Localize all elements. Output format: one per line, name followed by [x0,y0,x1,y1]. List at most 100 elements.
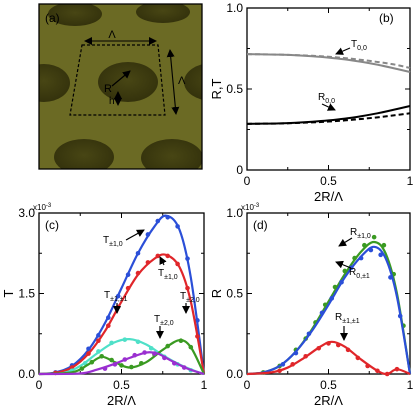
y-axis-label: R [209,289,224,298]
plot-frame [38,212,205,375]
data-point-green [342,268,348,274]
x-tick-label: 0.5 [113,378,130,392]
series-line-T00-dashed [246,53,411,69]
data-point-green [139,360,144,366]
data-point-blue [185,256,190,261]
data-point-cyan [109,340,114,346]
y-multiplier: x10-3 [241,203,260,212]
annotation-R-green: R±1,0 [350,227,371,240]
data-point-red [86,351,91,356]
data-point-red [375,368,380,374]
data-point-blue [135,250,141,256]
annotation-T-cyan: T±1,±1 [104,290,128,303]
data-point-blue [125,272,131,278]
data-point-green [99,353,104,359]
data-point-blue [319,310,325,316]
hole [98,62,158,102]
data-point-cyan [148,345,154,351]
annotation-T-green: T±2,0 [180,291,200,304]
x-tick-label: 0 [244,174,251,188]
data-point-red [290,362,295,367]
annotation-arrow [335,260,352,269]
data-point-green [119,363,124,368]
y-multiplier: x10-3 [33,203,52,212]
data-point-blue [349,265,354,271]
data-point-green [381,242,387,248]
y-tick-label: 3.0 [18,206,35,220]
data-point-purple [162,355,167,361]
x-tick-label: 0.5 [320,378,337,392]
data-point-green [362,242,367,248]
data-point-blue [195,318,200,323]
hole [184,64,202,100]
data-point-blue [306,331,312,337]
sample-photo [39,4,202,169]
plot-frame [246,7,411,171]
series-line-blue [246,245,412,376]
annotation-R-red: R±1,±1 [335,312,360,325]
data-point-red [106,323,111,329]
data-point-blue [368,247,374,253]
plot-frame [246,212,411,375]
data-point-blue [397,313,403,319]
x-tick-label: 0.5 [320,174,337,188]
annotation-T-red: T±1,0 [158,268,178,281]
data-point-red [326,341,331,346]
annotation-arrow [321,103,336,111]
lambda-label-top: Λ [108,29,116,41]
data-point-blue [155,218,161,224]
data-point-blue [165,214,170,220]
series-line-R00-dashed [246,112,411,125]
data-point-purple [122,357,128,362]
hole [48,4,102,26]
radius-arrow [111,70,131,87]
data-point-green [332,284,338,290]
data-point-blue [358,255,364,261]
data-point-blue [145,232,151,237]
series-line-purple [38,351,205,376]
y-tick-label: 1.0 [226,1,243,15]
data-point-red [316,345,322,351]
data-point-green [371,234,377,240]
data-point-purple [112,362,118,367]
data-point-red [345,347,351,353]
data-point-green [79,366,85,371]
panel-b-chart: 0 0.5 1 0 0.5 1.0 2R/Λ R,T (b) T0,0 R0,0 [209,1,414,204]
radius-label: R [104,83,112,95]
data-point-blue [280,362,286,367]
annotation-arrow [159,256,167,266]
data-point-blue [378,252,383,258]
data-point-red [125,285,131,291]
data-point-green [322,302,328,308]
lambda-label-side: Λ [178,75,186,87]
data-point-blue [106,315,111,320]
series-line-red [38,253,206,376]
x-axis-label: 2R/Λ [107,393,136,408]
lambda-arrow-side [166,49,180,115]
panel-label-c: (c) [45,218,59,232]
data-point-cyan [122,337,128,342]
data-point-blue [96,333,101,338]
data-point-green [89,359,95,365]
y-tick-label: 0 [236,163,243,177]
annotation-T00: T0,0 [351,39,367,52]
data-point-red [195,334,200,339]
data-point-blue [339,279,344,285]
panel-label-b: (b) [379,11,394,25]
data-point-purple [102,366,108,371]
data-point-blue [86,346,91,352]
annotation-R-blue: R0,±1 [349,267,370,280]
y-axis-label: T [1,289,16,297]
series-line-cyan [38,338,205,376]
panel-a: (a) Λ Λ R h [38,3,203,170]
unit-cell-outline [69,44,166,116]
x-tick-label: 0 [36,378,43,392]
hole [136,4,190,23]
annotation-arrow [335,47,351,55]
y-tick-label: 1.5 [18,287,35,301]
data-point-green [129,364,134,370]
data-point-red [365,363,370,369]
